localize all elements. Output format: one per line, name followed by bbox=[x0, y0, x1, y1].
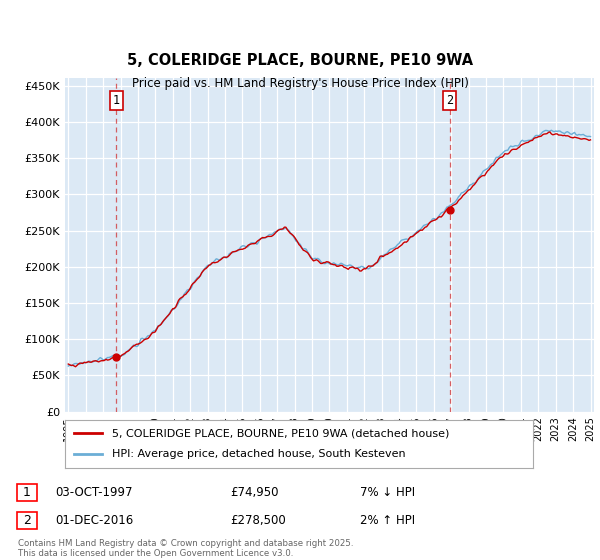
Text: 5, COLERIDGE PLACE, BOURNE, PE10 9WA: 5, COLERIDGE PLACE, BOURNE, PE10 9WA bbox=[127, 53, 473, 68]
FancyBboxPatch shape bbox=[17, 484, 37, 501]
Text: 01-DEC-2016: 01-DEC-2016 bbox=[55, 514, 133, 528]
Text: £278,500: £278,500 bbox=[230, 514, 286, 528]
Text: 2% ↑ HPI: 2% ↑ HPI bbox=[360, 514, 415, 528]
Text: HPI: Average price, detached house, South Kesteven: HPI: Average price, detached house, Sout… bbox=[112, 449, 405, 459]
Text: 1: 1 bbox=[23, 486, 31, 500]
FancyBboxPatch shape bbox=[17, 512, 37, 529]
Text: 7% ↓ HPI: 7% ↓ HPI bbox=[360, 486, 415, 500]
Text: 2: 2 bbox=[446, 94, 453, 106]
Text: 2: 2 bbox=[23, 514, 31, 528]
Text: Contains HM Land Registry data © Crown copyright and database right 2025.
This d: Contains HM Land Registry data © Crown c… bbox=[18, 539, 353, 558]
Text: 5, COLERIDGE PLACE, BOURNE, PE10 9WA (detached house): 5, COLERIDGE PLACE, BOURNE, PE10 9WA (de… bbox=[112, 428, 449, 438]
Text: 03-OCT-1997: 03-OCT-1997 bbox=[55, 486, 133, 500]
Text: Price paid vs. HM Land Registry's House Price Index (HPI): Price paid vs. HM Land Registry's House … bbox=[131, 77, 469, 90]
Text: 1: 1 bbox=[113, 94, 120, 106]
Text: £74,950: £74,950 bbox=[230, 486, 278, 500]
